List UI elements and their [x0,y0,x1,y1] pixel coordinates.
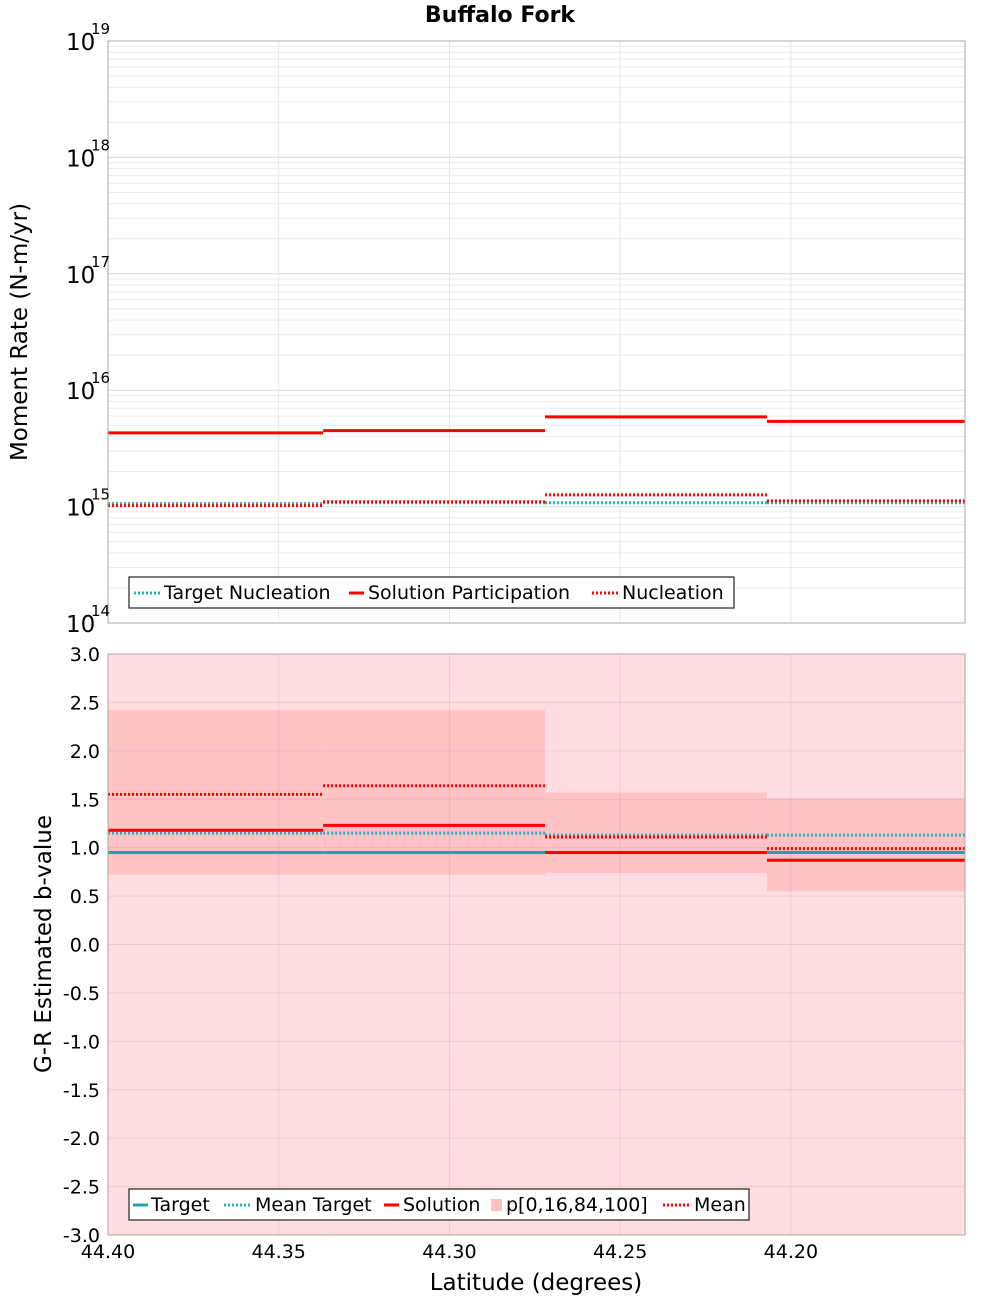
band-p16-84-1 [323,710,546,875]
chart-title: Buffalo Fork [425,3,577,28]
legend-percentile: p[0,16,84,100] [506,1194,648,1216]
bottom-plot-frame [107,653,966,1236]
top-y-tick-label-1e18: 10 [66,146,95,172]
top-series [108,415,965,508]
legend-target-nucleation: Target Nucleation [163,582,331,604]
top-y-tick-label-1e15: 10 [66,496,95,522]
bottom-y-tick-label: 0.5 [70,886,100,908]
top-y-tick-label-1e16: 10 [66,379,95,405]
legend-solution: Solution [403,1194,480,1216]
top-y-tick-exponent-15: 15 [91,486,110,504]
top-y-tick-exponent-14: 14 [91,602,110,620]
band-p16-84-0 [108,710,324,875]
top-y-axis-label: Moment Rate (N-m/yr) [7,203,33,461]
top-y-tick-label-1e14: 10 [66,612,95,638]
bottom-series [108,784,965,862]
legend-percentile-swatch [491,1199,502,1211]
bottom-y-tick-label: 0.0 [70,935,100,957]
bottom-y-tick-label: 2.0 [70,741,100,763]
bottom-y-tick-label: -0.5 [63,983,100,1005]
top-y-tick-label-1e19: 10 [66,30,95,56]
x-tick-label: 44.35 [252,1241,306,1263]
bottom-y-tick-label: 1.0 [70,838,100,860]
band-p0-100-2 [545,654,767,1235]
top-y-tick-exponent-18: 18 [91,136,110,154]
x-tick-label: 44.20 [764,1241,818,1263]
x-tick-label: 44.40 [81,1241,135,1263]
x-tick-label: 44.30 [422,1241,476,1263]
band-p0-100-3 [766,654,965,1235]
top-legend: Target Nucleation Solution Participation… [128,576,735,609]
top-y-tick-label-1e17: 10 [66,263,95,289]
bottom-y-tick-label: -1.0 [63,1031,100,1053]
band-p16-84-2 [545,792,767,873]
bottom-legend: Target Mean Target Solution p[0,16,84,10… [128,1188,750,1221]
bottom-y-tick-label: -3.0 [63,1225,100,1247]
bottom-y-ticks: 3.0 2.5 2.0 1.5 1.0 0.5 0.0 -0.5 -1.0 -1.5 -2.0 -2.… [63,644,100,1247]
x-axis-label: Latitude (degrees) [430,1270,643,1296]
bottom-y-tick-label: 3.0 [70,644,100,666]
b-value-panel: 3.0 2.5 2.0 1.5 1.0 0.5 0.0 -0.5 -1.0 -1.5 -2.0 -2.… [31,644,966,1296]
top-plot-frame [107,40,966,624]
bottom-y-tick-label: 1.5 [70,789,100,811]
bottom-y-tick-label: -1.5 [63,1080,100,1102]
bottom-bands [108,654,965,1235]
bottom-y-tick-label: -2.0 [63,1128,100,1150]
legend-nucleation: Nucleation [622,582,724,604]
legend-mean-target: Mean Target [255,1194,372,1216]
top-legend-box [128,576,735,609]
top-plot-area [108,41,965,623]
top-y-tick-exponent-16: 16 [91,369,110,387]
top-grid [107,41,965,624]
legend-target: Target [150,1194,210,1216]
legend-solution-participation: Solution Participation [368,582,570,604]
bottom-y-tick-label: 2.5 [70,692,100,714]
bottom-y-axis-label: G-R Estimated b-value [31,815,57,1073]
top-y-tick-exponent-19: 19 [91,20,110,38]
bottom-y-tick-label: -2.5 [63,1177,100,1199]
x-ticks: 44.40 44.35 44.30 44.25 44.20 [81,1241,818,1263]
top-y-tick-exponent-17: 17 [91,253,110,271]
x-tick-label: 44.25 [593,1241,647,1263]
band-p16-84-3 [766,798,965,892]
legend-mean: Mean [694,1194,746,1216]
